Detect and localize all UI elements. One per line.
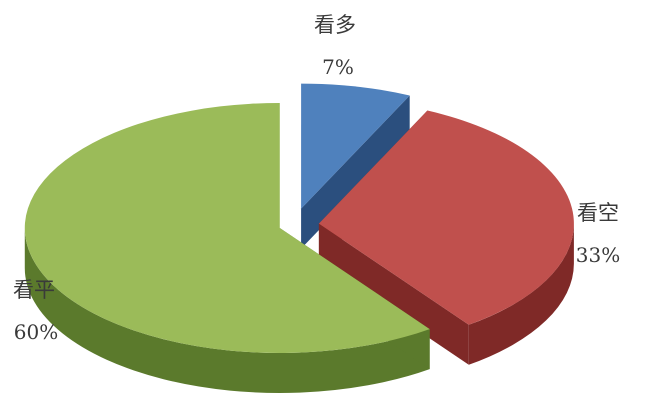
slice-label-2: 看空 [577,201,619,225]
pie-slice-side-1 [301,95,410,249]
pie-slice-3 [24,102,430,353]
pie-slice-1 [301,83,410,209]
pie-slice-wall-3 [24,227,430,393]
slice-label-1: 看多 [314,13,356,37]
pie-slice-wall-2 [468,223,574,365]
pie-slice-cut-1-1 [301,95,410,249]
slice-label-3: 看平 [13,278,55,302]
pie-slice-2 [318,110,574,325]
slice-percent-1: 7% [322,55,354,79]
pie-slice-cut-2-1 [318,223,469,365]
slice-percent-2: 33% [576,243,620,267]
slice-percent-3: 60% [14,320,58,344]
